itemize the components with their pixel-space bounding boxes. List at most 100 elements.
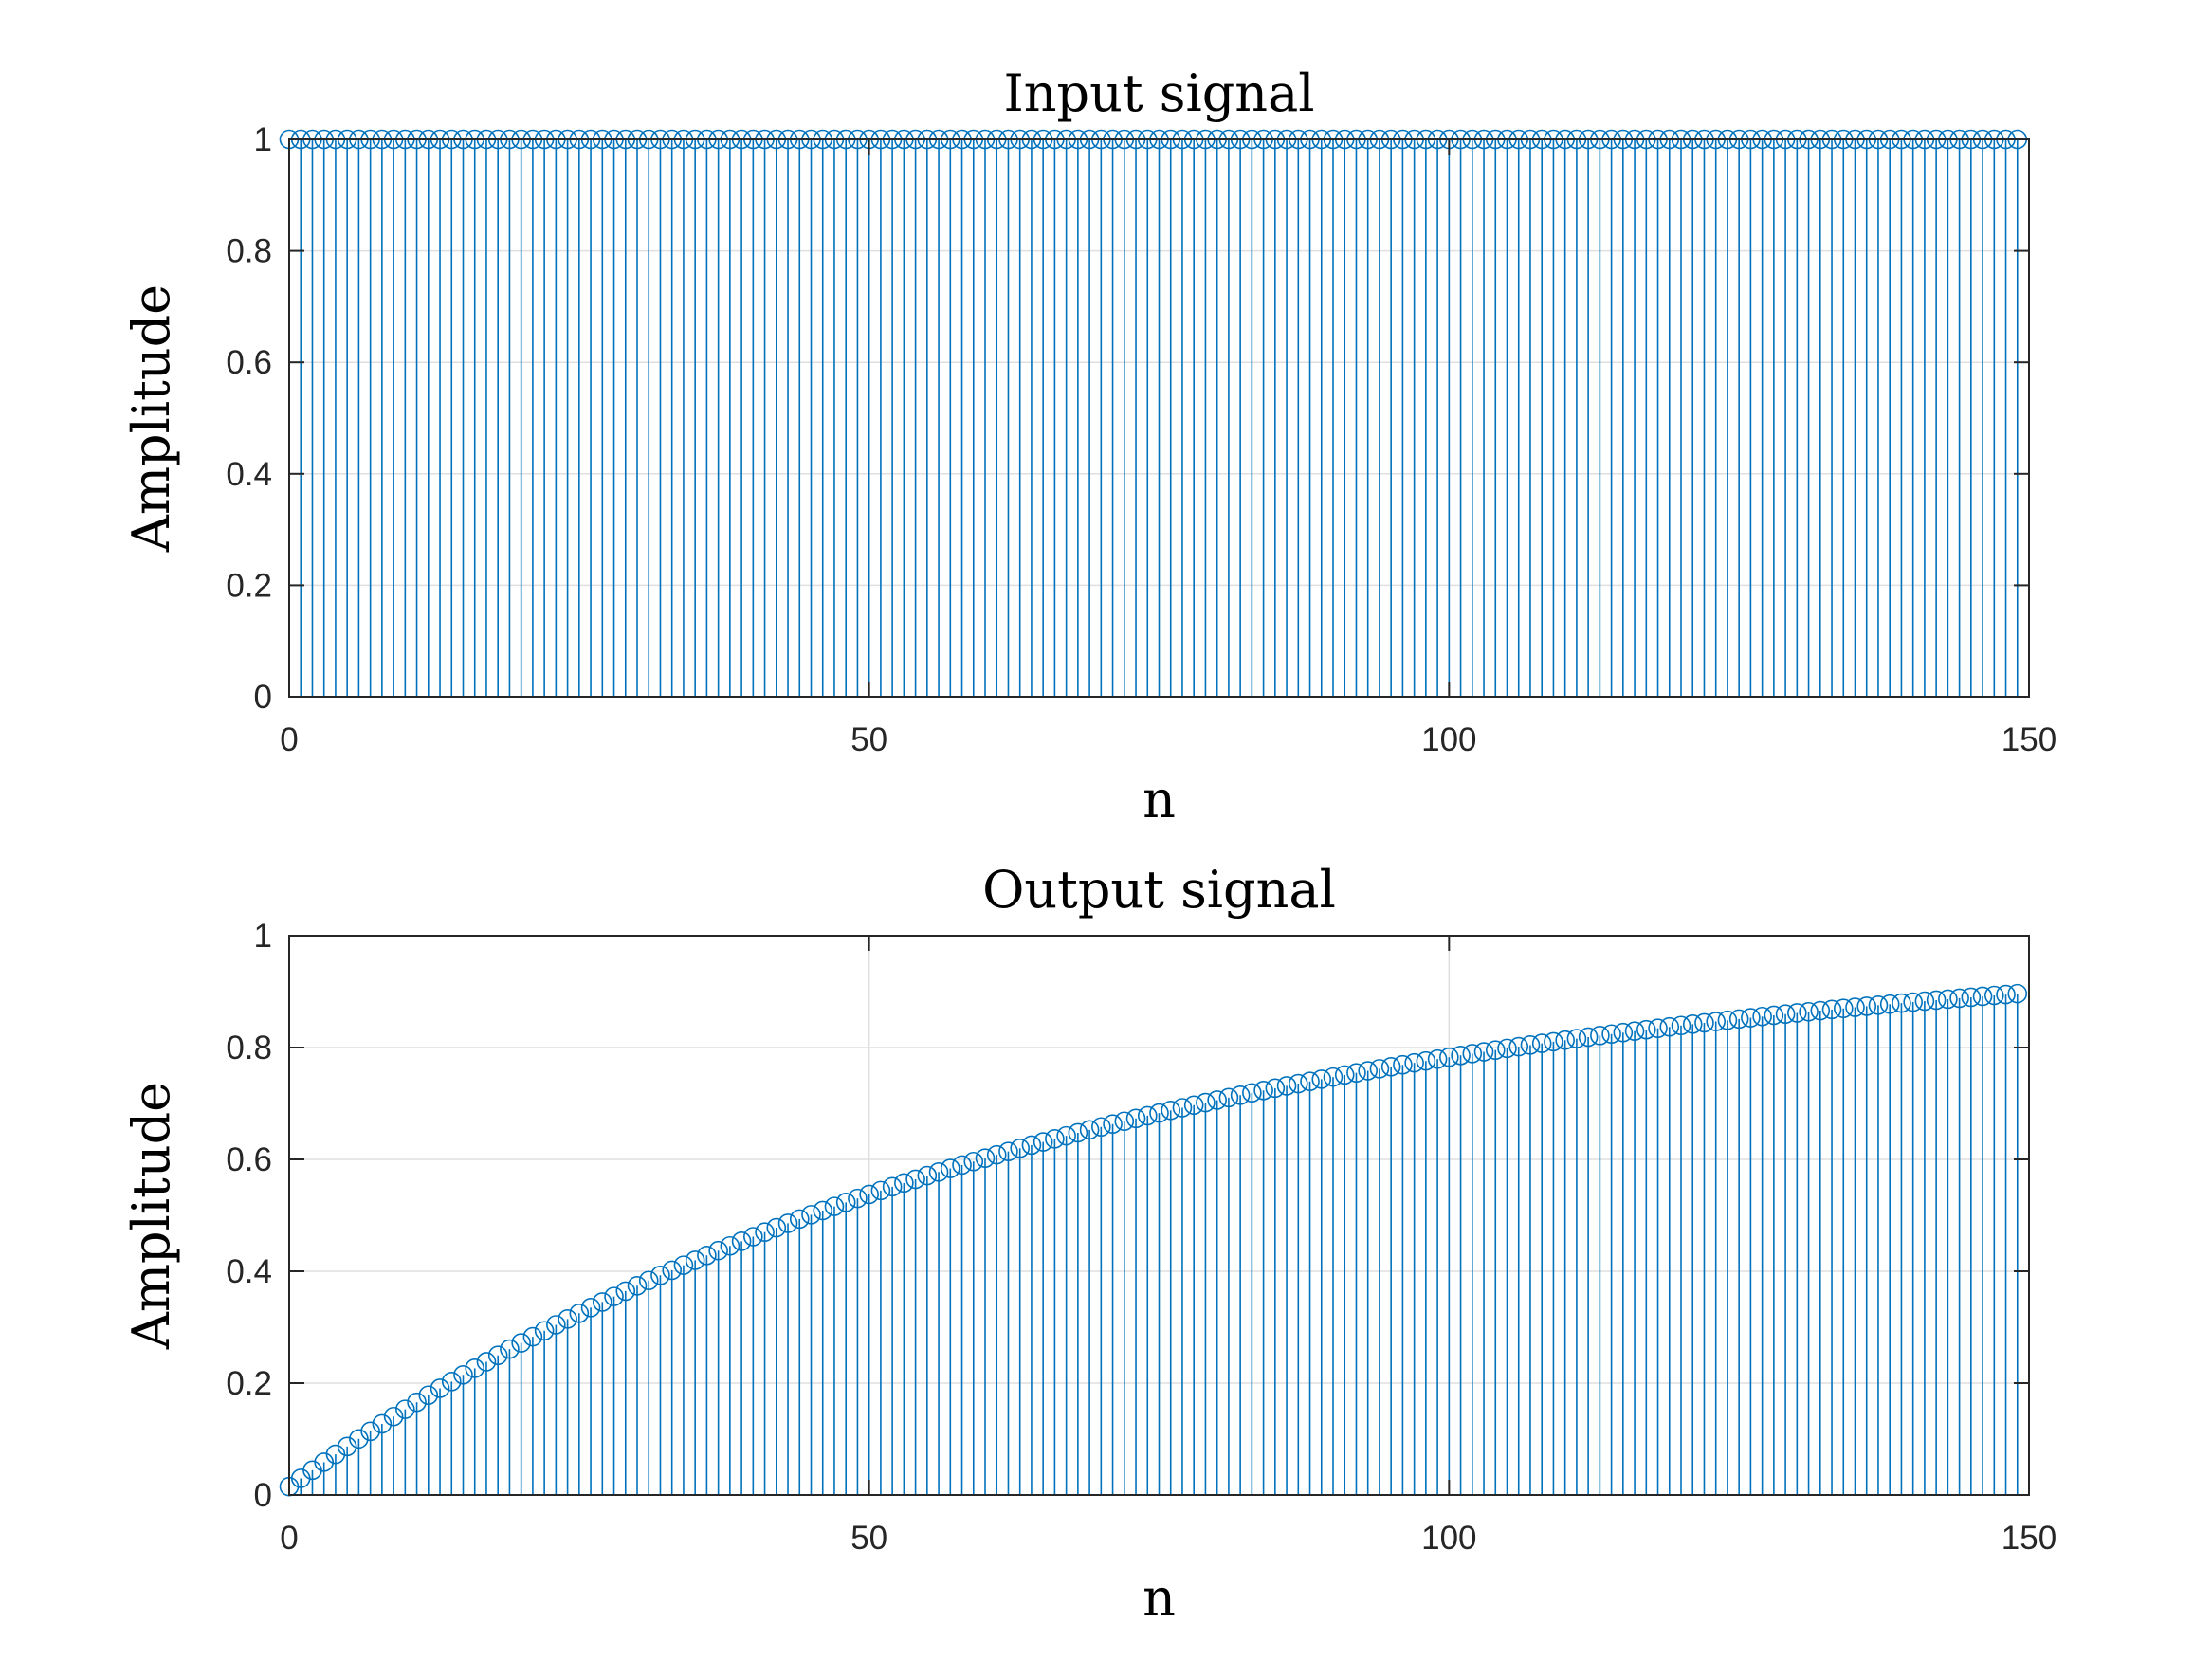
stem-marker [627, 1275, 648, 1296]
stem-marker [1183, 1095, 1204, 1116]
stem-marker [592, 1292, 612, 1312]
stem-marker [1972, 986, 1993, 1007]
stem-marker [975, 1148, 996, 1168]
stem-marker [395, 1399, 415, 1419]
y-tick-label: 0.6 [226, 344, 272, 381]
stem-marker [743, 1227, 763, 1247]
stem-marker [697, 1245, 717, 1266]
stem-marker [708, 1240, 728, 1261]
stem-marker [441, 1372, 462, 1392]
stem-series [279, 983, 2028, 1497]
stem-marker [1033, 1132, 1053, 1152]
stem-marker [1508, 1036, 1529, 1057]
stem-marker [894, 1173, 914, 1194]
stem-marker [1137, 1105, 1158, 1126]
stem-marker [1242, 1083, 1262, 1103]
stem-marker [1451, 1045, 1471, 1066]
stem-marker [813, 1200, 833, 1221]
y-tick-label: 0 [254, 1477, 272, 1514]
stem-marker [1161, 1100, 1181, 1121]
stem-marker [1728, 1009, 1749, 1030]
stem-marker [789, 1209, 810, 1230]
y-tick-label: 0.6 [226, 1141, 272, 1178]
stem-marker [1601, 1024, 1621, 1045]
x-tick-label: 0 [280, 1520, 298, 1557]
stem-marker [1196, 1092, 1216, 1113]
stem-marker [1914, 991, 1935, 1012]
stem-marker [1879, 994, 1900, 1014]
y-axis-label: Amplitude [121, 1082, 181, 1350]
stem-marker [1056, 1125, 1076, 1146]
x-tick-label: 0 [280, 721, 298, 758]
stem-marker [1544, 1031, 1563, 1052]
stem-marker [859, 1184, 879, 1205]
stem-marker [731, 1231, 752, 1251]
stem-marker [638, 1270, 659, 1291]
x-tick-label: 100 [1421, 721, 1476, 758]
y-axis-label: Amplitude [121, 284, 181, 553]
stem-marker [1996, 984, 2016, 1005]
stem-marker [917, 1165, 938, 1186]
stem-marker [1369, 1059, 1390, 1079]
stem-marker [1741, 1008, 1761, 1028]
stem-marker [580, 1298, 601, 1318]
stem-marker [604, 1286, 624, 1306]
stem-marker [2007, 983, 2028, 1004]
x-tick-label: 150 [2002, 1520, 2057, 1557]
stem-marker [1427, 1048, 1448, 1069]
stem-marker [662, 1260, 683, 1281]
stem-marker [928, 1161, 949, 1182]
stem-marker [465, 1358, 485, 1378]
stem-series [279, 129, 2028, 697]
stem-marker [1068, 1122, 1088, 1143]
stem-marker [1578, 1027, 1599, 1048]
stem-marker [1300, 1071, 1320, 1092]
stem-marker [1253, 1080, 1273, 1101]
stem-marker [1103, 1114, 1123, 1135]
stem-marker [1416, 1050, 1436, 1071]
stem-marker [1230, 1085, 1251, 1105]
stem-marker [1787, 1003, 1807, 1023]
stem-marker [1752, 1006, 1772, 1027]
stem-marker [1289, 1073, 1308, 1094]
stem-marker [1404, 1052, 1424, 1073]
axes-box [288, 935, 2030, 1496]
stem-marker [1276, 1076, 1297, 1096]
stem-marker [1265, 1078, 1286, 1099]
chart-title: Input signal [1003, 64, 1314, 123]
stem-marker [325, 1444, 346, 1465]
stem-marker [882, 1176, 903, 1197]
stem-marker [1821, 999, 1842, 1020]
y-tick-label: 1 [254, 918, 272, 955]
stem-marker [1648, 1018, 1668, 1038]
stem-marker [1114, 1111, 1135, 1132]
chart-title: Output signal [982, 860, 1336, 920]
stem-marker [1706, 1012, 1726, 1031]
stem-marker [546, 1315, 566, 1335]
stem-marker [1218, 1087, 1239, 1108]
stem-marker [383, 1406, 404, 1427]
stem-marker [615, 1281, 636, 1302]
x-tick-label: 50 [850, 1520, 887, 1557]
stem-marker [777, 1213, 798, 1233]
stem-marker [511, 1333, 531, 1353]
stem-marker [453, 1364, 473, 1385]
stem-marker [1439, 1047, 1459, 1067]
stem-marker [1659, 1016, 1680, 1037]
stem-marker [407, 1392, 427, 1413]
y-tick-label: 0 [254, 679, 272, 716]
stem-marker [487, 1345, 508, 1366]
stem-marker [1833, 998, 1854, 1018]
stem-marker [1091, 1117, 1111, 1138]
y-tick-label: 0.4 [226, 456, 272, 493]
stem-marker [1346, 1063, 1366, 1083]
x-axis-label: n [1143, 1568, 1176, 1628]
stem-marker [1393, 1054, 1413, 1075]
y-tick-label: 0.2 [226, 1365, 272, 1402]
stem-marker [534, 1321, 555, 1341]
stem-marker [766, 1217, 787, 1238]
stem-marker [1010, 1138, 1030, 1158]
stem-marker [835, 1193, 856, 1212]
stem-marker [558, 1309, 577, 1329]
